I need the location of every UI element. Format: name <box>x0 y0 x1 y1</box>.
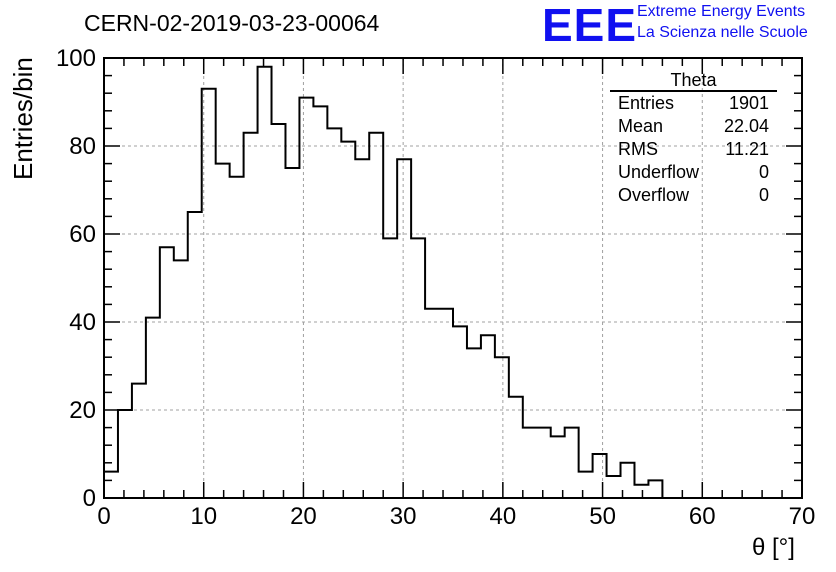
chart-title: CERN-02-2019-03-23-00064 <box>84 10 380 36</box>
axis-ticks <box>103 57 803 499</box>
stats-label: Underflow <box>618 162 700 182</box>
stats-row-mean: Mean 22.04 <box>610 115 777 138</box>
stats-row-entries: Entries 1901 <box>610 92 777 115</box>
y-tick-labels: 0 20 40 60 80 100 <box>56 45 96 512</box>
y-tick-label: 20 <box>69 397 96 424</box>
y-tick-label: 60 <box>69 221 96 248</box>
logo-caption-line1: Extreme Energy Events <box>637 3 806 20</box>
stats-label: Mean <box>618 116 664 136</box>
eee-logo: EEE <box>542 0 638 51</box>
x-tick-label: 50 <box>589 503 616 530</box>
stats-label: RMS <box>618 139 658 159</box>
y-tick-label: 40 <box>69 309 96 336</box>
x-tick-label: 40 <box>490 503 517 530</box>
stats-box: Theta Entries 1901 Mean 22.04 RMS 11.21 … <box>610 70 777 207</box>
stats-row-overflow: Overflow 0 <box>610 184 777 207</box>
stats-title: Theta <box>610 70 777 92</box>
x-tick-label: 70 <box>789 503 816 530</box>
y-tick-label: 100 <box>56 45 96 72</box>
y-tick-label: 80 <box>69 133 96 160</box>
histogram-series <box>103 65 802 499</box>
stats-value: 1901 <box>728 93 769 113</box>
x-tick-labels: 0 10 20 30 40 50 60 70 <box>97 503 815 530</box>
plot-frame <box>103 57 803 499</box>
x-axis-label: θ [°] <box>752 534 795 561</box>
stats-value: 11.21 <box>725 139 769 159</box>
stats-label: Entries <box>618 93 675 113</box>
stats-row-underflow: Underflow 0 <box>610 161 777 184</box>
stats-value: 0 <box>758 185 769 205</box>
x-tick-label: 60 <box>689 503 716 530</box>
x-tick-label: 0 <box>97 503 110 530</box>
stats-value: 0 <box>758 162 769 182</box>
stats-row-rms: RMS 11.21 <box>610 138 777 161</box>
stats-label: Overflow <box>618 185 690 205</box>
x-tick-label: 20 <box>290 503 317 530</box>
logo-caption-line2: La Scienza nelle Scuole <box>637 24 808 41</box>
y-tick-label: 0 <box>83 485 96 512</box>
stats-value: 22.04 <box>723 116 769 136</box>
x-tick-label: 30 <box>390 503 417 530</box>
y-axis-label: Entries/bin <box>8 57 38 180</box>
x-tick-label: 10 <box>190 503 217 530</box>
